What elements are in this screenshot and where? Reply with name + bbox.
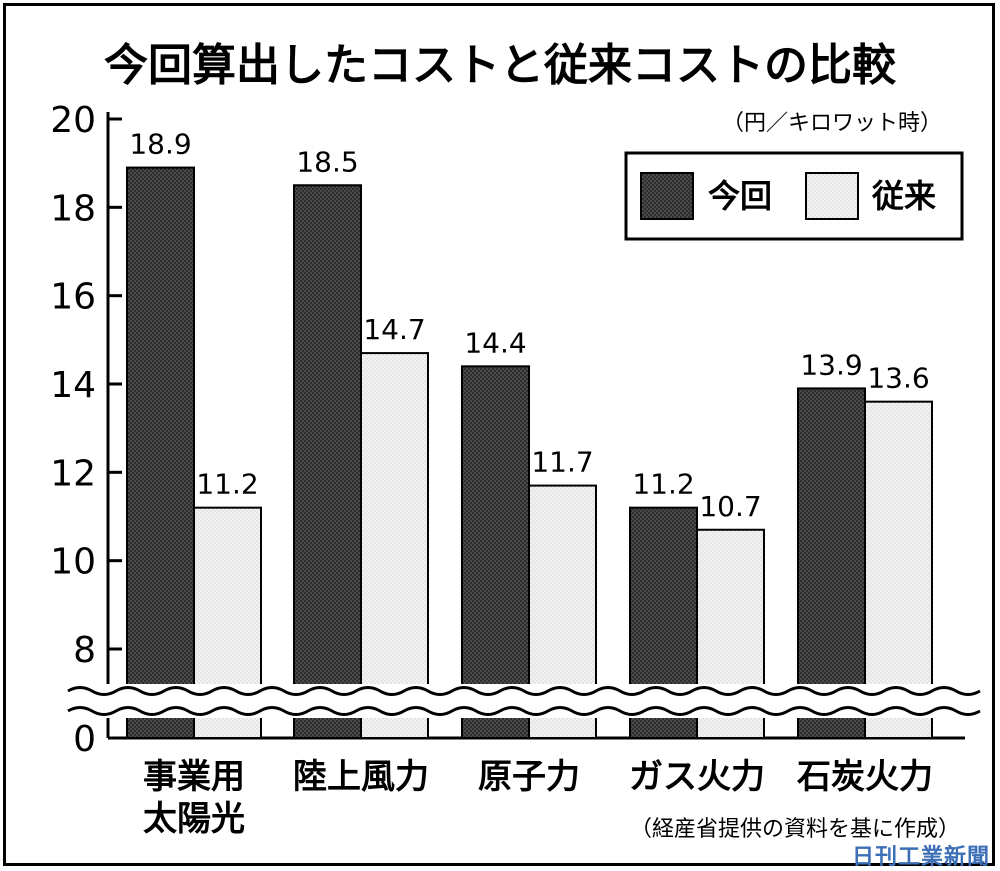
axis-break	[67, 684, 981, 718]
legend-label-current: 今回	[708, 177, 772, 215]
y-tick-label: 14	[50, 365, 96, 406]
legend-label-previous: 従来	[871, 177, 936, 215]
y-tick-label: 0	[73, 719, 96, 760]
bar-value-label: 11.2	[632, 468, 694, 501]
chart-title: 今回算出したコストと従来コストの比較	[104, 40, 897, 91]
y-tick-label: 18	[50, 188, 96, 229]
axis-break-wave-top	[67, 686, 981, 696]
bar-value-label: 18.5	[296, 145, 358, 178]
bar-value-label: 14.4	[464, 326, 526, 359]
legend: 今回 従来	[624, 151, 964, 241]
legend-swatch-previous	[805, 172, 859, 220]
bar-value-label: 13.6	[867, 362, 929, 395]
bar-current	[461, 365, 530, 739]
category-label: ガス火力	[629, 757, 765, 797]
bar-previous	[864, 400, 933, 739]
y-tick-label: 10	[50, 542, 96, 583]
bar-current	[797, 387, 866, 739]
source-note: （経産省提供の資料を基に作成）	[630, 817, 960, 842]
category-label: 原子力	[478, 757, 580, 797]
unit-label: （円／キロワット時）	[722, 111, 942, 136]
axis-break-wave-bottom	[67, 706, 981, 716]
bar-value-label: 14.7	[363, 313, 425, 346]
bar-labels: 18.9 18.5 14.4 11.2 13.9 11.2 14.7 11.7 10.7 13.6	[129, 128, 929, 523]
bar-value-label: 11.2	[196, 468, 258, 501]
bar-value-label: 11.7	[531, 446, 593, 479]
bar-value-label: 10.7	[699, 490, 761, 523]
bar-current	[126, 166, 195, 740]
publisher-watermark: 日刊工業新聞	[851, 844, 990, 870]
bars	[126, 166, 933, 740]
bar-value-label: 18.9	[129, 128, 191, 161]
y-tick-label: 16	[50, 277, 96, 318]
legend-swatch-current	[640, 172, 694, 220]
y-tick-label: 12	[50, 453, 96, 494]
y-tick-label: 20	[50, 100, 96, 141]
category-label: 石炭火力	[796, 757, 933, 797]
category-label: 事業用	[143, 757, 245, 797]
bar-previous	[360, 352, 429, 739]
category-label: 太陽光	[143, 799, 245, 839]
bar-value-label: 13.9	[800, 348, 862, 381]
category-label: 陸上風力	[293, 757, 429, 797]
y-tick-label: 8	[73, 630, 96, 671]
bar-current	[293, 184, 362, 739]
